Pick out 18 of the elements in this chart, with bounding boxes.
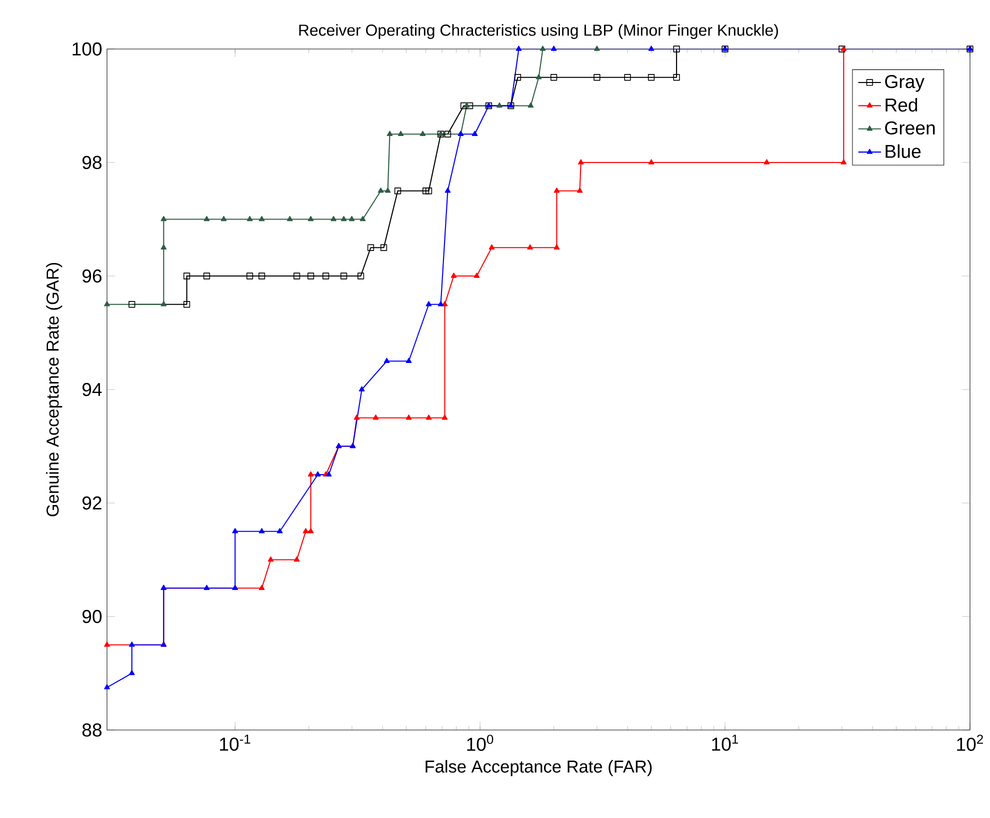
y-tick-label: 100 <box>72 42 102 56</box>
legend-label: Red <box>886 98 918 112</box>
legend-label: Blue <box>886 144 921 158</box>
y-tick-label: 98 <box>82 156 102 170</box>
y-tick-label: 90 <box>82 610 102 624</box>
legend-label: Gray <box>885 74 924 92</box>
y-tick-label: 88 <box>82 723 102 737</box>
chart-title: Receiver Operating Chracteristics using LBP (Minor Finger Knuckle) <box>299 24 778 39</box>
y-tick-label: 94 <box>82 382 102 396</box>
legend-label: Green <box>885 121 935 135</box>
y-axis-title: Genuine Acceptance Rate (GAR) <box>46 262 62 516</box>
x-tick-label: 10$^{-1}$ <box>220 734 250 751</box>
x-tick-label: 10$^{0}$ <box>467 734 494 751</box>
x-tick-label: 10$^{1}$ <box>712 734 738 751</box>
x-axis-title: False Acceptance Rate (FAR) <box>426 760 652 776</box>
x-tick-label: 10$^{2}$ <box>957 734 983 751</box>
y-tick-label: 92 <box>82 496 102 510</box>
y-tick-label: 96 <box>82 269 102 283</box>
